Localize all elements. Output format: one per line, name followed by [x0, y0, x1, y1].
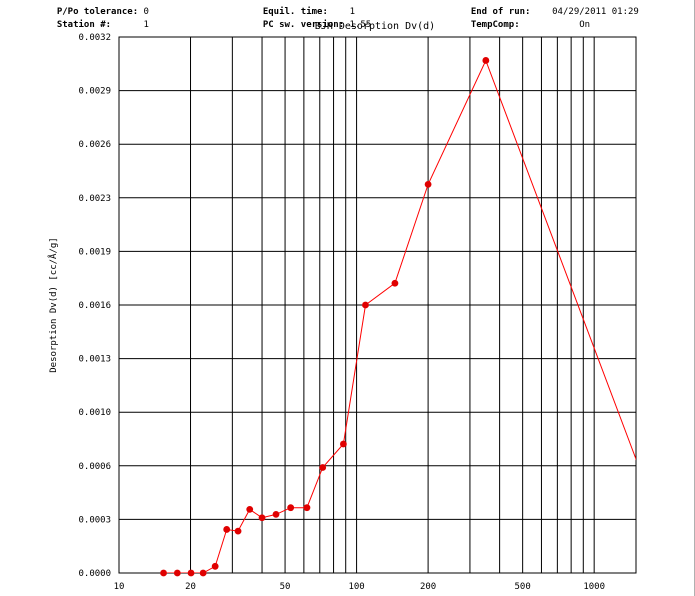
- y-tick-label: 0.0013: [78, 355, 111, 365]
- data-point: [303, 504, 311, 512]
- equil-time: Equil. time: 1: [252, 0, 355, 17]
- data-point: [424, 181, 432, 188]
- y-tick-label: 0.0016: [78, 301, 111, 311]
- plot-frame: [118, 36, 637, 574]
- x-tick-label: 1000: [583, 582, 605, 592]
- x-tick-label: 500: [515, 582, 531, 592]
- data-point: [482, 57, 490, 64]
- station-label: Station #:: [56, 20, 112, 30]
- x-tick-label: 10: [114, 582, 125, 592]
- y-tick-label: 0.0000: [78, 569, 111, 579]
- data-point: [258, 514, 266, 522]
- chart-title: BJH Desorption Dv(d): [315, 21, 435, 32]
- header-row-2: Station #: 1: [46, 10, 149, 30]
- data-point: [199, 569, 207, 577]
- end-label: End of run:: [470, 7, 531, 17]
- data-point: [391, 279, 399, 287]
- y-tick-label: 0.0006: [78, 462, 111, 472]
- end-value: 04/29/2011 01:29: [552, 7, 639, 17]
- end-of-run: End of run: 04/29/2011 01:29: [460, 0, 639, 17]
- data-point: [223, 526, 231, 533]
- y-tick-label: 0.0026: [78, 140, 111, 150]
- data-point: [211, 562, 219, 570]
- y-tick-label: 0.0019: [78, 247, 111, 257]
- equil-label: Equil. time:: [262, 7, 328, 17]
- y-axis-label: Desorption Dv(d) [cc/Å/g]: [47, 237, 59, 372]
- header-row-1: P/Po tolerance: 0: [46, 0, 149, 17]
- version-label: PC sw. version:: [262, 20, 345, 30]
- pc-version: PC sw. version: 1.55: [252, 10, 371, 30]
- tolerance-value: 0: [143, 7, 149, 17]
- equil-value: 1: [349, 7, 355, 17]
- y-tick-label: 0.0023: [78, 194, 111, 204]
- data-point: [319, 464, 327, 471]
- x-tick-label: 100: [348, 582, 364, 592]
- station-value: 1: [143, 20, 149, 30]
- temp-comp: TempComp: On: [460, 10, 590, 30]
- tempcomp-label: TempComp:: [470, 20, 520, 30]
- data-point: [173, 569, 181, 577]
- y-tick-label: 0.0003: [78, 515, 111, 525]
- data-point: [287, 504, 295, 512]
- data-point: [187, 569, 195, 577]
- y-tick-label: 0.0010: [78, 408, 111, 418]
- y-tick-label: 0.0029: [78, 87, 111, 97]
- x-tick-label: 20: [185, 582, 196, 592]
- data-point: [234, 527, 242, 535]
- data-point: [160, 569, 167, 577]
- x-tick-label: 50: [280, 582, 291, 592]
- tolerance-label: P/Po tolerance:: [56, 7, 139, 17]
- y-tick-label: 0.0032: [78, 33, 111, 43]
- tempcomp-value: On: [579, 20, 591, 30]
- data-point: [362, 301, 369, 309]
- data-point: [246, 505, 254, 513]
- data-point: [272, 510, 280, 518]
- data-point: [339, 440, 347, 448]
- x-tick-label: 200: [420, 582, 436, 592]
- version-value: 1.55: [349, 20, 372, 30]
